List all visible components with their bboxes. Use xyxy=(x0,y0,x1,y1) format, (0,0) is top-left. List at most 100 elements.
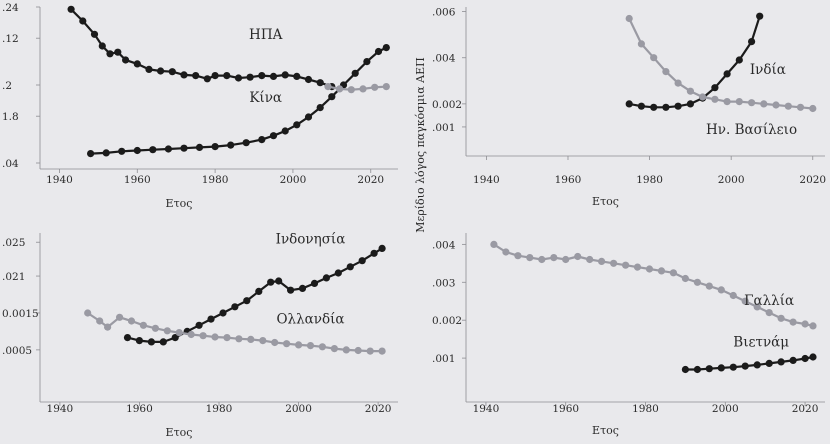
data-point xyxy=(281,127,289,135)
data-point xyxy=(139,321,147,329)
data-point xyxy=(378,244,386,252)
data-point xyxy=(123,334,132,342)
data-point xyxy=(637,40,646,48)
data-point xyxy=(809,322,817,330)
series-annotation: Ινδία xyxy=(750,62,786,78)
data-point xyxy=(729,363,737,371)
y-tick-label: 0.002 xyxy=(432,315,462,327)
series-annotation: Ινδονησία xyxy=(276,231,346,247)
data-point xyxy=(366,347,374,355)
data-point xyxy=(114,48,122,56)
series-p3-1 xyxy=(84,309,386,355)
data-point xyxy=(304,75,313,84)
data-point xyxy=(598,257,606,265)
data-point xyxy=(784,102,792,110)
x-tick-label: 2020 xyxy=(799,174,826,186)
data-point xyxy=(90,30,99,38)
data-point xyxy=(610,259,618,267)
data-point xyxy=(705,365,713,373)
data-point xyxy=(306,342,315,350)
y-tick-label: .004 xyxy=(432,53,456,65)
series-annotation: Γαλλία xyxy=(744,293,794,309)
data-point xyxy=(789,318,797,326)
data-point xyxy=(298,284,307,292)
data-point xyxy=(219,309,227,317)
y-tick-label: 0.0015 xyxy=(2,308,39,320)
data-point xyxy=(705,282,713,290)
y-tick-label: .001 xyxy=(432,122,455,134)
x-tick-label: 2020 xyxy=(357,174,384,186)
data-point xyxy=(574,252,582,261)
data-point xyxy=(729,291,737,300)
data-point xyxy=(79,17,87,25)
data-point xyxy=(809,353,817,361)
data-point xyxy=(104,323,112,331)
data-point xyxy=(645,265,654,273)
data-point xyxy=(346,263,354,271)
data-point xyxy=(760,100,768,108)
data-point xyxy=(192,72,200,80)
data-point xyxy=(657,267,666,275)
data-point xyxy=(195,143,204,151)
data-point xyxy=(122,56,130,64)
data-point xyxy=(772,101,780,109)
data-point xyxy=(502,248,510,256)
data-point xyxy=(363,58,371,66)
data-point xyxy=(234,74,243,82)
data-point xyxy=(149,146,157,154)
data-point xyxy=(247,335,255,343)
data-point xyxy=(735,56,743,64)
data-point xyxy=(203,75,211,83)
chart-panel-p4: 1940 1960 1980 2000 2020 .004 .003 0.002 .001 Ετο… xyxy=(432,233,825,437)
data-point xyxy=(168,68,176,76)
series-p4-0 xyxy=(490,240,817,330)
data-point xyxy=(723,70,731,78)
data-point xyxy=(741,362,749,370)
data-point xyxy=(295,341,303,349)
data-point xyxy=(371,83,379,91)
data-point xyxy=(84,309,92,317)
data-point xyxy=(283,340,291,348)
data-point xyxy=(322,274,330,282)
series-annotation: Ην. Βασίλειο xyxy=(706,122,797,138)
data-point xyxy=(490,240,498,248)
x-axis-label: Ετος xyxy=(592,195,619,208)
data-point xyxy=(116,313,124,321)
series-p1-1 xyxy=(87,44,390,158)
chart-panel-p1: 1940 1960 1980 2000 2020 .24 .12 .2 1.8 .04 Ετος ΗΠ… xyxy=(2,2,398,210)
data-point xyxy=(118,147,126,155)
x-tick-label: 2000 xyxy=(280,174,307,186)
data-point xyxy=(650,103,658,111)
data-point xyxy=(334,269,342,277)
data-point xyxy=(211,333,219,341)
data-point xyxy=(231,303,239,311)
data-point xyxy=(370,249,378,257)
data-point xyxy=(328,93,336,101)
data-point xyxy=(347,86,355,94)
data-point xyxy=(96,317,104,325)
data-point xyxy=(67,5,75,13)
y-tick-label: 1.8 xyxy=(2,111,19,123)
data-point xyxy=(147,338,155,346)
data-point xyxy=(359,85,367,93)
series-p4-1 xyxy=(681,353,817,374)
data-point xyxy=(735,98,743,106)
data-point xyxy=(374,47,383,56)
x-tick-label: 1940 xyxy=(473,174,500,186)
y-tick-label: 0.002 xyxy=(432,99,462,111)
y-tick-label: .025 xyxy=(2,237,25,249)
data-point xyxy=(187,330,195,339)
data-point xyxy=(269,72,278,80)
data-point xyxy=(382,44,390,52)
y-tick-label: .04 xyxy=(2,158,19,170)
y-axis-label: Μερίδιο λόγος παγκόσμια ΑΕΠ xyxy=(414,57,427,232)
y-tick-label: .003 xyxy=(432,277,455,289)
x-axis-label: Ετος xyxy=(166,426,193,439)
data-point xyxy=(382,83,390,91)
data-point xyxy=(310,279,319,287)
data-point xyxy=(669,269,678,277)
data-point xyxy=(693,278,702,286)
data-point xyxy=(514,252,522,260)
data-point xyxy=(171,334,179,342)
